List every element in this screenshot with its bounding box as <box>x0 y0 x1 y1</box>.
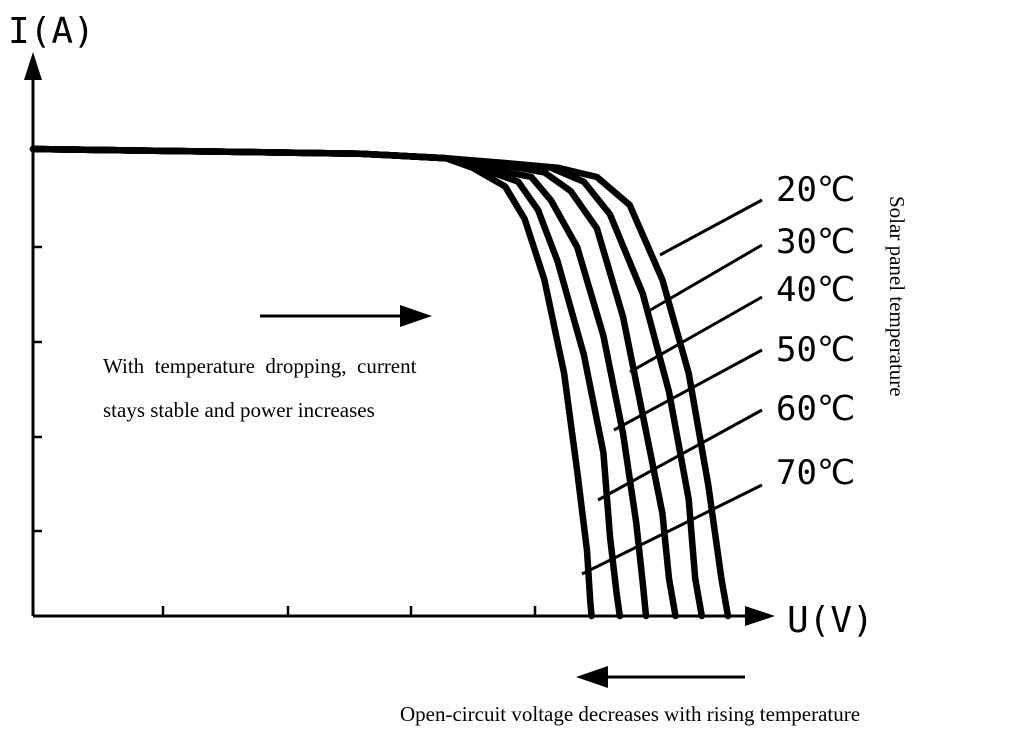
y-axis-title: I(A) <box>8 11 95 52</box>
annotation-line-2: stays stable and power increases <box>103 398 375 422</box>
leader-line-60 <box>597 408 763 502</box>
legend-label-70: 70℃ <box>776 453 855 493</box>
y-axis-arrowhead <box>24 52 42 80</box>
legend-label-30: 30℃ <box>776 222 855 262</box>
x-axis-title: U(V) <box>787 600 874 641</box>
series-line-1 <box>29 145 706 620</box>
leader-line-40 <box>629 295 763 374</box>
right-arrow-icon <box>400 305 432 327</box>
temperature-leader-lines <box>581 198 763 576</box>
legend-label-60: 60℃ <box>776 389 855 429</box>
leader-line-20 <box>659 198 763 257</box>
series-line-4 <box>29 145 624 620</box>
legend-label-50: 50℃ <box>776 330 855 370</box>
x-axis-ticks <box>161 606 537 616</box>
series-line-0 <box>29 145 732 620</box>
left-arrow-icon <box>576 666 608 688</box>
leader-line-70 <box>581 483 763 576</box>
leader-line-30 <box>646 243 763 314</box>
x-axis-arrowhead <box>745 606 775 626</box>
y-axis-ticks <box>33 245 42 533</box>
series-line-5 <box>29 145 595 620</box>
annotation-line-1: With temperature dropping, current <box>103 354 417 378</box>
annotation-bottom-caption: Open-circuit voltage decreases with risi… <box>400 702 860 726</box>
leader-line-50 <box>613 348 763 432</box>
iv-curves <box>29 145 732 620</box>
series-line-2 <box>29 145 679 620</box>
series-line-3 <box>29 145 650 620</box>
legend-title: Solar panel temperature <box>885 196 909 397</box>
legend-label-40: 40℃ <box>776 270 855 310</box>
legend-label-20: 20℃ <box>776 170 855 210</box>
